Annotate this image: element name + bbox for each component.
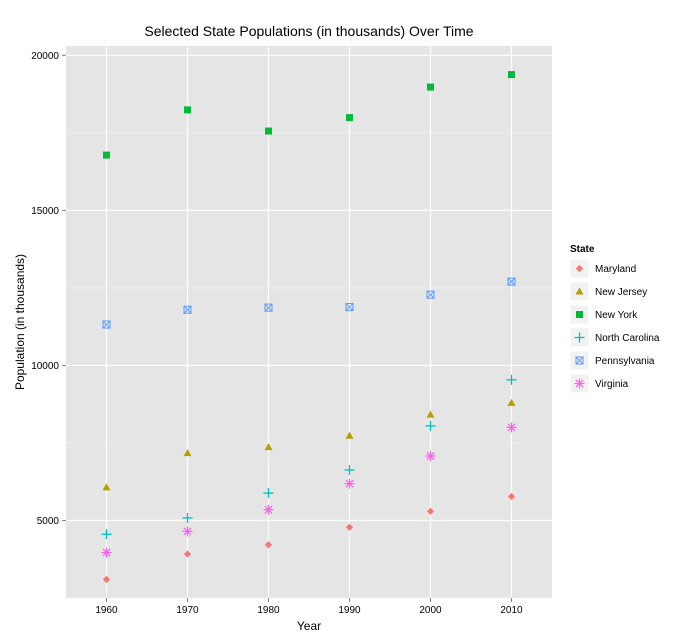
legend-label: Maryland <box>595 264 636 275</box>
x-axis-title: Year <box>297 619 321 633</box>
data-point-virginia <box>101 547 112 558</box>
legend-label: North Carolina <box>595 333 660 344</box>
grid-major <box>66 46 552 598</box>
data-point-pennsylvania <box>345 303 354 312</box>
data-point-virginia <box>506 422 517 433</box>
data-point-new-york <box>508 71 515 79</box>
data-point-maryland <box>426 507 435 515</box>
legend-label: Virginia <box>595 379 629 390</box>
data-point-new-york <box>103 151 110 159</box>
x-tick-label: 1970 <box>176 605 199 616</box>
data-point-new-york <box>265 127 272 135</box>
legend-key-new-jersey <box>575 287 584 295</box>
data-point-new-york <box>184 106 191 114</box>
data-point-virginia <box>344 478 355 489</box>
data-point-virginia <box>182 526 193 537</box>
data-point-pennsylvania <box>264 303 273 312</box>
data-point-new-york <box>427 83 434 91</box>
data-point-pennsylvania <box>426 290 435 299</box>
plot-panel <box>66 46 552 598</box>
data-point-virginia <box>425 450 436 461</box>
legend-key-new-york <box>576 311 583 318</box>
data-point-maryland <box>183 550 192 558</box>
data-point-pennsylvania <box>183 305 192 314</box>
data-point-new-jersey <box>264 443 273 451</box>
data-point-maryland <box>102 575 111 583</box>
x-axis: 1960 1970 1980 1990 2000 2010 <box>95 598 523 616</box>
data-point-north-carolina <box>344 464 355 475</box>
x-tick-label: 1980 <box>257 605 280 616</box>
data-point-pennsylvania <box>102 320 111 329</box>
chart-title: Selected State Populations (in thousands… <box>144 23 473 39</box>
y-tick-label: 20000 <box>31 51 59 62</box>
data-point-north-carolina <box>506 374 517 385</box>
data-point-north-carolina <box>263 488 274 499</box>
legend-label: New Jersey <box>595 287 647 298</box>
x-tick-label: 1990 <box>338 605 361 616</box>
x-tick-label: 2000 <box>419 605 442 616</box>
legend-key-pennsylvania <box>575 356 584 365</box>
x-tick-label: 2010 <box>500 605 523 616</box>
data-point-new-jersey <box>183 449 192 457</box>
legend-key-virginia <box>574 378 585 389</box>
data-points <box>101 71 517 583</box>
y-axis-title: Population (in thousands) <box>13 254 27 390</box>
legend-label: Pennsylvania <box>595 356 655 367</box>
legend: State Maryland New Jersey New York North Ca… <box>568 244 671 397</box>
y-axis: 5000 10000 15000 20000 <box>31 51 66 527</box>
data-point-maryland <box>264 541 273 549</box>
legend-key-north-carolina <box>574 332 585 343</box>
data-point-north-carolina <box>182 512 193 523</box>
data-point-north-carolina <box>425 420 436 431</box>
data-point-north-carolina <box>101 529 112 540</box>
y-tick-label: 10000 <box>31 361 59 372</box>
data-point-maryland <box>345 523 354 531</box>
legend-title: State <box>570 244 595 255</box>
legend-label: New York <box>595 310 638 321</box>
data-point-new-jersey <box>345 431 354 439</box>
y-tick-label: 15000 <box>31 206 59 217</box>
data-point-new-jersey <box>426 410 435 418</box>
grid-minor <box>66 132 552 599</box>
x-tick-label: 1960 <box>95 605 118 616</box>
data-point-virginia <box>263 504 274 515</box>
data-point-new-jersey <box>102 483 111 491</box>
y-tick-label: 5000 <box>37 516 60 527</box>
data-point-maryland <box>507 492 516 501</box>
legend-key-maryland <box>575 264 584 273</box>
data-point-new-jersey <box>507 398 516 406</box>
data-point-new-york <box>346 114 353 122</box>
data-point-pennsylvania <box>507 277 516 286</box>
